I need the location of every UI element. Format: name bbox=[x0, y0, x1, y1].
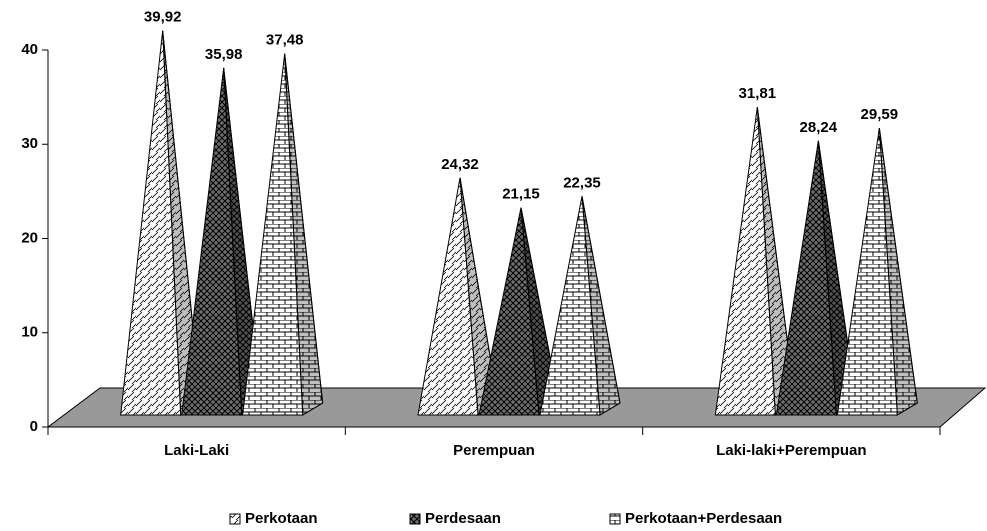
value-label: 31,81 bbox=[739, 85, 777, 102]
pyramid bbox=[714, 107, 796, 416]
legend-swatch bbox=[609, 513, 621, 525]
x-tick-label: Perempuan bbox=[453, 442, 535, 459]
value-label: 29,59 bbox=[861, 106, 899, 123]
legend-label: Perdesaan bbox=[425, 510, 501, 527]
pyramid-front bbox=[181, 67, 243, 416]
value-label: 39,92 bbox=[144, 9, 182, 26]
value-label: 21,15 bbox=[502, 186, 540, 203]
pyramid bbox=[242, 53, 324, 416]
legend-swatch bbox=[409, 513, 421, 525]
pyramid bbox=[836, 128, 918, 416]
y-tick-label: 40 bbox=[21, 41, 38, 58]
value-label: 22,35 bbox=[563, 174, 601, 191]
value-label: 24,32 bbox=[441, 156, 479, 173]
pyramid bbox=[539, 196, 621, 416]
pyramid-front bbox=[478, 207, 540, 416]
y-tick-label: 20 bbox=[21, 229, 38, 246]
pyramid-front bbox=[539, 196, 601, 416]
y-tick-label: 10 bbox=[21, 324, 38, 341]
value-label: 35,98 bbox=[205, 46, 243, 63]
pyramid bbox=[417, 177, 499, 416]
pyramid-front bbox=[242, 53, 304, 416]
value-label: 28,24 bbox=[800, 119, 838, 136]
y-tick-label: 30 bbox=[21, 135, 38, 152]
pyramid-front bbox=[120, 30, 182, 416]
pyramid bbox=[120, 30, 202, 416]
value-label: 37,48 bbox=[266, 32, 304, 49]
x-tick-label: Laki-laki+Perempuan bbox=[716, 442, 866, 459]
pyramid-front bbox=[775, 140, 837, 416]
pyramid-front bbox=[714, 107, 776, 416]
x-tick-label: Laki-Laki bbox=[164, 442, 229, 459]
pyramid-front bbox=[836, 128, 898, 416]
pyramid-front bbox=[417, 177, 479, 416]
legend-label: Perkotaan+Perdesaan bbox=[625, 510, 782, 527]
y-tick-label: 0 bbox=[30, 418, 38, 435]
pyramid bbox=[775, 140, 857, 416]
legend-label: Perkotaan bbox=[245, 510, 318, 527]
pyramid bbox=[181, 67, 263, 416]
legend-swatch bbox=[229, 513, 241, 525]
